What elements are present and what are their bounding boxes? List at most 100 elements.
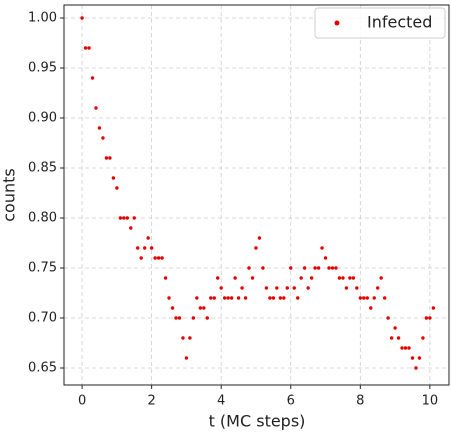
point <box>142 246 147 250</box>
point <box>285 286 289 290</box>
point <box>184 356 189 360</box>
point <box>101 136 105 140</box>
point <box>254 246 258 250</box>
point <box>337 276 342 280</box>
point <box>313 266 317 270</box>
point <box>431 306 436 310</box>
point <box>136 246 140 250</box>
point <box>355 286 359 290</box>
point <box>163 276 168 280</box>
point <box>400 346 404 350</box>
point <box>226 296 230 300</box>
point <box>222 296 227 300</box>
point <box>111 176 116 180</box>
y-tick-label: 1.00 <box>28 11 57 26</box>
point <box>229 296 234 300</box>
point <box>198 306 203 310</box>
point <box>202 306 206 310</box>
point <box>358 296 363 300</box>
point <box>309 276 314 280</box>
point <box>174 316 178 320</box>
legend-label: Infected <box>367 13 432 32</box>
y-tick-label: 0.75 <box>28 261 57 276</box>
point <box>247 266 251 270</box>
point <box>296 296 300 300</box>
point <box>421 336 425 340</box>
point <box>382 296 387 300</box>
point <box>108 156 112 160</box>
point <box>122 216 126 220</box>
point <box>87 46 91 50</box>
point <box>320 246 324 250</box>
point <box>344 286 349 290</box>
point <box>90 76 95 80</box>
x-tick-label: 8 <box>356 394 364 409</box>
point <box>369 306 373 310</box>
point <box>195 296 199 300</box>
point <box>389 336 394 340</box>
point <box>257 236 262 240</box>
x-tick-label: 10 <box>422 394 439 409</box>
point <box>428 316 432 320</box>
x-tick-label: 4 <box>217 394 225 409</box>
point <box>216 276 220 280</box>
point <box>153 256 157 260</box>
point <box>299 276 303 280</box>
point <box>386 316 390 320</box>
point <box>104 156 109 160</box>
point <box>167 296 171 300</box>
x-tick-label: 6 <box>287 394 295 409</box>
point <box>372 296 376 300</box>
point <box>376 286 380 290</box>
point <box>156 256 161 260</box>
y-tick-label: 0.80 <box>28 211 57 226</box>
x-tick-label: 0 <box>78 394 86 409</box>
point <box>149 246 154 250</box>
point <box>125 216 129 220</box>
point <box>362 296 366 300</box>
point <box>351 276 356 280</box>
point <box>139 256 143 260</box>
point <box>396 336 401 340</box>
point <box>410 356 415 360</box>
point <box>330 266 335 270</box>
x-axis-label: t (MC steps) <box>209 412 306 431</box>
point <box>323 256 328 260</box>
point <box>240 286 244 290</box>
point <box>292 286 296 290</box>
point <box>170 306 175 310</box>
point <box>334 266 338 270</box>
y-tick-label: 0.85 <box>28 161 57 176</box>
point <box>212 296 216 300</box>
point <box>341 276 345 280</box>
point <box>118 216 123 220</box>
y-tick-label: 0.90 <box>28 111 57 126</box>
point <box>177 316 182 320</box>
point <box>83 46 88 50</box>
point <box>250 276 255 280</box>
point <box>243 296 248 300</box>
y-tick-label: 0.70 <box>28 311 57 326</box>
x-tick-label: 2 <box>148 394 156 409</box>
point <box>233 276 237 280</box>
point <box>407 346 411 350</box>
point <box>146 236 150 240</box>
point <box>306 286 310 290</box>
point <box>191 316 196 320</box>
legend-box <box>314 7 446 39</box>
point <box>302 266 307 270</box>
point <box>403 346 408 350</box>
point <box>275 286 279 290</box>
point <box>316 266 321 270</box>
point <box>379 276 383 280</box>
point <box>80 16 84 20</box>
point <box>268 296 272 300</box>
point <box>188 336 192 340</box>
point <box>132 216 136 220</box>
point <box>97 126 102 130</box>
point <box>278 296 283 300</box>
point <box>236 296 241 300</box>
point <box>393 326 397 330</box>
point <box>205 316 209 320</box>
point <box>327 266 331 270</box>
